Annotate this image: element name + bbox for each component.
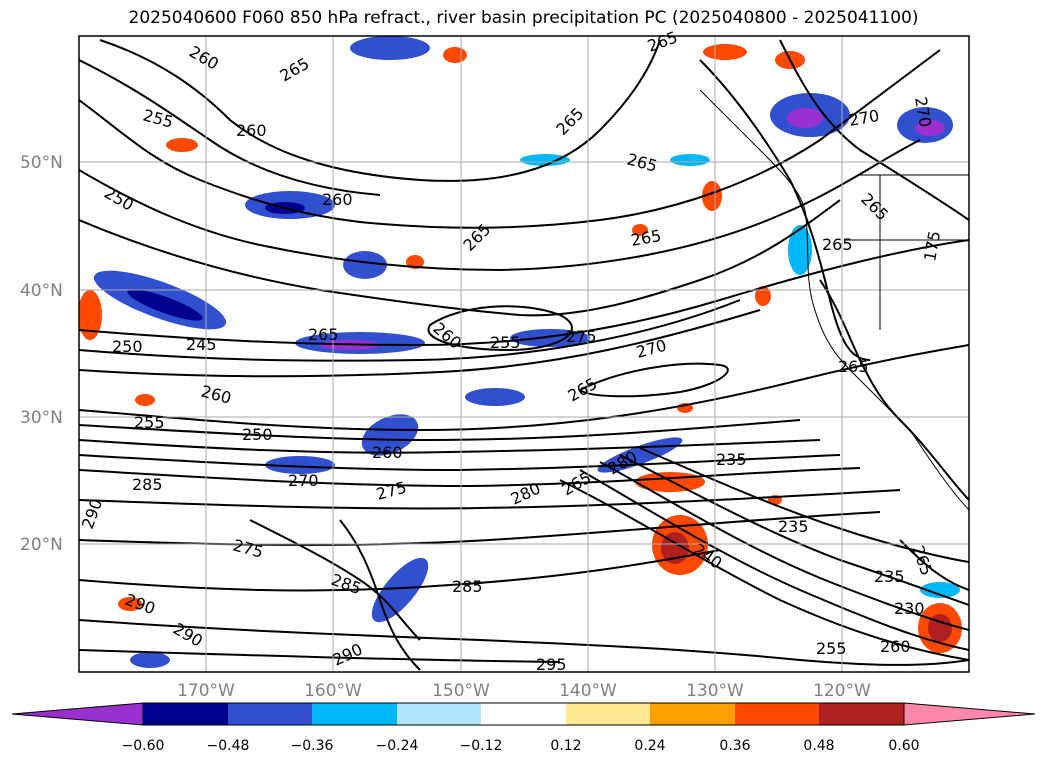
contour-label: 235: [874, 567, 905, 586]
contour-label: 255: [490, 333, 521, 352]
lat-label-20n: 20°N: [20, 535, 63, 555]
colorbar-tick-label: 0.36: [719, 738, 750, 754]
colorbar-tick-label: 0.60: [888, 738, 919, 754]
colorbar-tick-label: 0.48: [803, 738, 834, 754]
colorbar-extend-high: [903, 702, 1036, 726]
contour-label: 260: [880, 637, 911, 656]
contour-label: 265: [308, 325, 339, 344]
colorbar-swatch: [143, 703, 228, 725]
colorbar-ticks: −0.60 −0.48 −0.36 −0.24 −0.12 0.12 0.24 …: [122, 738, 920, 754]
contour-label: 230: [894, 599, 925, 618]
map-background: [79, 36, 969, 672]
contour-label: 265: [838, 357, 869, 376]
colorbar-tick-label: −0.36: [291, 738, 334, 754]
longitude-labels: 170°W 160°W 150°W 140°W 130°W 120°W: [177, 681, 871, 701]
colorbar-swatch: [228, 703, 312, 725]
contour-label: 260: [372, 443, 403, 462]
colorbar-swatch: [819, 703, 904, 725]
contour-label: 235: [778, 517, 809, 536]
colorbar-tick-label: −0.12: [460, 738, 503, 754]
contour-label: 285: [132, 475, 163, 494]
lat-label-50n: 50°N: [20, 153, 63, 173]
contour-label: 255: [816, 639, 847, 658]
colorbar-swatches: [11, 702, 1036, 726]
lat-label-40n: 40°N: [20, 281, 63, 301]
map-title: 2025040600 F060 850 hPa refract., river …: [128, 8, 919, 28]
contour-label: 245: [186, 335, 217, 354]
colorbar-tick-label: −0.48: [207, 738, 250, 754]
contour-label: 260: [236, 121, 267, 140]
refractivity-contours: [79, 39, 969, 671]
contour-label: 270: [288, 471, 319, 490]
lon-label-130w: 130°W: [686, 681, 744, 701]
contour-label: 295: [536, 655, 567, 674]
contour-label: 255: [134, 413, 165, 432]
contour-label: 265: [822, 235, 853, 254]
latitude-labels: 50°N 40°N 30°N 20°N: [20, 153, 63, 555]
contour-label: 285: [452, 577, 483, 596]
contour-label: 235: [716, 450, 747, 469]
colorbar-swatch: [397, 703, 481, 725]
graticule: [79, 36, 969, 672]
lon-label-120w: 120°W: [813, 681, 871, 701]
lon-label-150w: 150°W: [432, 681, 490, 701]
colorbar-swatch: [566, 703, 650, 725]
lon-label-170w: 170°W: [177, 681, 235, 701]
contour-label: 260: [322, 190, 353, 209]
colorbar-tick-label: −0.24: [376, 738, 419, 754]
map-frame: [78, 35, 970, 673]
lat-label-30n: 30°N: [20, 408, 63, 428]
colorbar-extend-low: [11, 702, 144, 726]
colorbar-swatch: [650, 703, 735, 725]
lon-label-160w: 160°W: [304, 681, 362, 701]
colorbar-tick-label: 0.12: [550, 738, 581, 754]
colorbar-tick-label: 0.24: [634, 738, 665, 754]
colorbar-swatch: [735, 703, 819, 725]
colorbar-swatch: [481, 703, 566, 725]
contour-label: 250: [112, 337, 143, 356]
precip-fill-layer: [79, 36, 962, 668]
contour-label: 250: [242, 425, 273, 444]
lon-label-140w: 140°W: [559, 681, 617, 701]
colorbar-tick-label: −0.60: [122, 738, 165, 754]
colorbar-swatch: [312, 703, 397, 725]
contour-label: 275: [566, 327, 597, 346]
coastline: [699, 89, 969, 511]
